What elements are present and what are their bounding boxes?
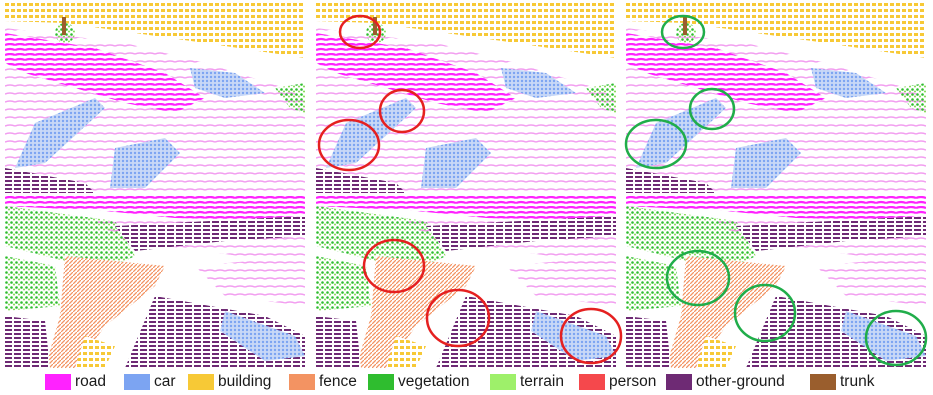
trunk-swatch [810,374,836,390]
road-swatch [45,374,71,390]
red-highlight-circle [362,238,426,294]
panel-bottom-2 [316,196,623,368]
panel-top-2 [316,3,616,193]
panel-bottom-1 [5,196,305,368]
building-swatch [188,374,214,390]
green-highlight-circle [864,309,928,367]
red-highlight-circle [559,307,623,365]
legend-label: building [218,373,272,390]
legend-label: fence [319,373,357,390]
comparison-figure [5,3,928,368]
legend: road car building fence vegetation terra… [0,370,933,394]
legend-label: car [154,373,176,390]
panel-top-1 [5,3,305,193]
person-swatch [579,374,605,390]
panel-bottom-3 [626,196,928,368]
green-highlight-circle [660,14,706,50]
other-ground-swatch [666,374,692,390]
panel-top-3 [624,3,926,193]
green-highlight-circle [665,249,731,307]
car-swatch [124,374,150,390]
red-highlight-circle [425,288,491,348]
legend-label: terrain [520,373,564,390]
legend-label: road [75,373,107,390]
legend-label: trunk [840,373,875,390]
terrain-swatch [490,374,516,390]
red-highlight-circle [378,88,426,134]
green-highlight-circle [624,118,688,170]
red-highlight-circle [317,118,381,172]
fence-swatch [289,374,315,390]
green-highlight-circle [688,87,736,131]
legend-label: person [609,373,657,390]
legend-label: other-ground [696,373,785,390]
vegetation-swatch [368,374,394,390]
green-highlight-circle [733,283,797,343]
legend-label: vegetation [398,373,470,390]
red-highlight-circle [338,14,382,50]
